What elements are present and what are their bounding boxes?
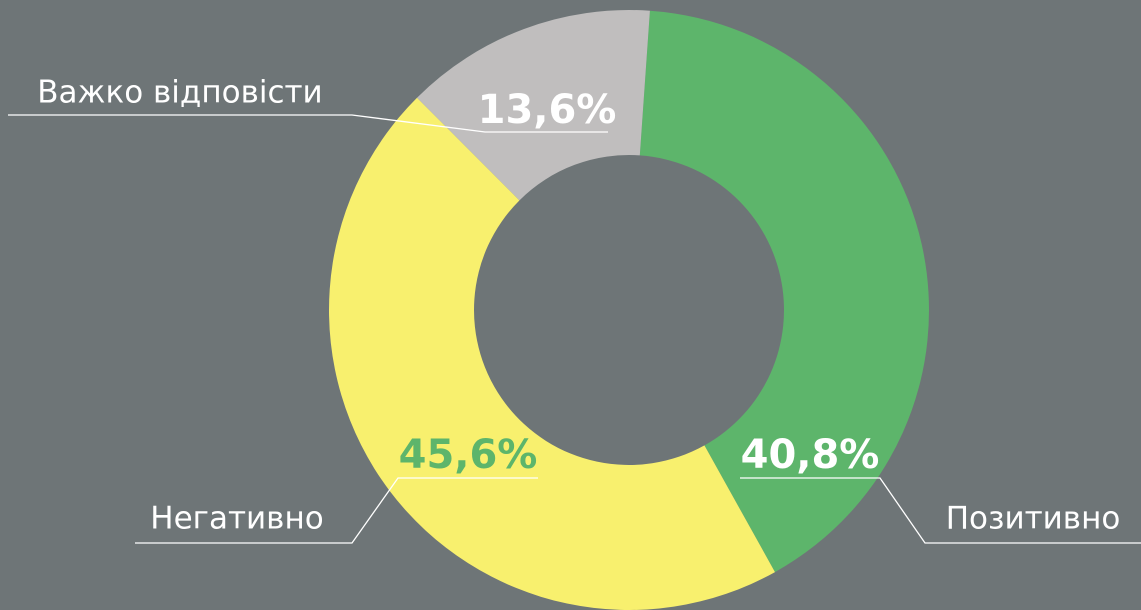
leader-line bbox=[8, 114, 608, 133]
category-label: Негативно bbox=[150, 501, 323, 537]
value-label: 45,6% bbox=[399, 432, 538, 478]
donut-segment bbox=[639, 10, 930, 573]
donut-segment bbox=[329, 97, 775, 610]
donut-segment bbox=[417, 9, 650, 201]
value-label: 13,6% bbox=[478, 87, 617, 133]
value-label: 40,8% bbox=[741, 432, 880, 478]
category-label: Позитивно bbox=[946, 501, 1121, 537]
category-label: Важко відповісти bbox=[37, 75, 322, 111]
leader-line bbox=[135, 477, 538, 544]
leader-line bbox=[740, 477, 1141, 544]
